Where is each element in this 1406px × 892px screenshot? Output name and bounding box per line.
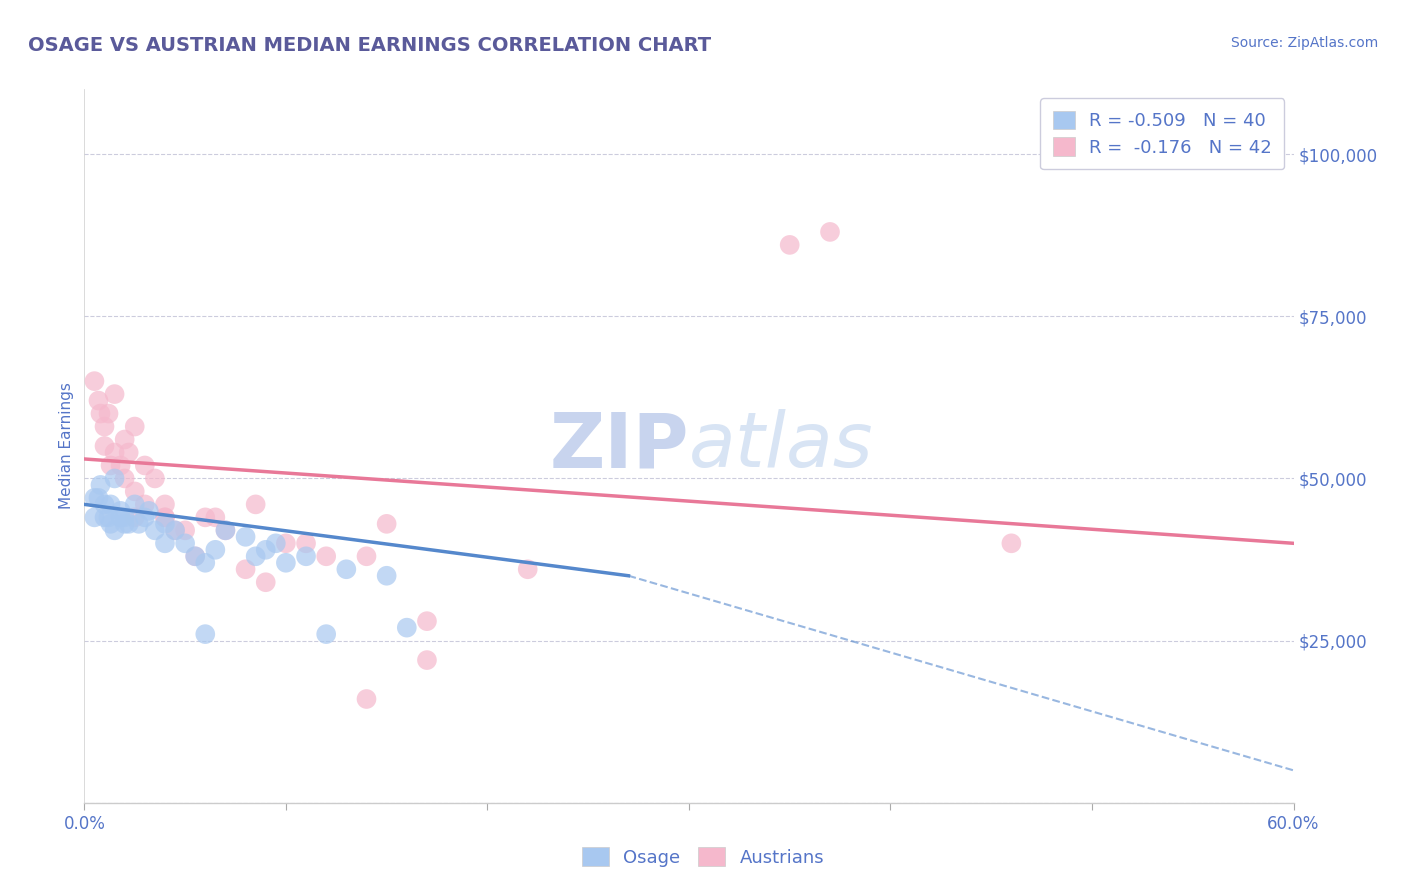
Point [295,549,318,564]
Text: OSAGE VS AUSTRIAN MEDIAN EARNINGS CORRELATION CHART: OSAGE VS AUSTRIAN MEDIAN EARNINGS CORREL… [28,36,711,54]
Point [143,524,166,538]
Point [93,419,115,434]
Point [416,614,439,628]
Point [194,510,217,524]
Point [124,484,146,499]
Point [83,491,105,505]
Point [114,510,136,524]
Point [134,510,156,524]
Point [83,374,105,388]
Point [184,549,207,564]
Point [97,407,120,421]
Point [204,542,226,557]
Point [143,471,166,485]
Point [118,516,141,531]
Point [375,568,398,582]
Text: atlas: atlas [689,409,873,483]
Point [214,524,236,538]
Point [100,458,122,473]
Point [174,536,197,550]
Point [104,524,127,538]
Point [194,556,217,570]
Point [204,510,226,524]
Point [1000,536,1022,550]
Point [93,439,115,453]
Point [153,510,176,524]
Point [118,445,141,459]
Point [395,621,418,635]
Point [114,471,136,485]
Point [128,516,150,531]
Legend: Osage, Austrians: Osage, Austrians [574,840,832,874]
Point [93,510,115,524]
Text: ZIP: ZIP [550,409,689,483]
Point [194,627,217,641]
Point [315,549,337,564]
Point [100,497,122,511]
Point [110,458,132,473]
Point [235,530,257,544]
Y-axis label: Median Earnings: Median Earnings [59,383,75,509]
Point [87,393,110,408]
Point [89,407,111,421]
Point [184,549,207,564]
Point [89,478,111,492]
Point [153,516,176,531]
Point [335,562,357,576]
Point [264,536,287,550]
Point [245,497,267,511]
Point [87,491,110,505]
Point [356,692,378,706]
Point [93,497,115,511]
Point [274,556,297,570]
Point [104,445,127,459]
Point [124,419,146,434]
Point [356,549,378,564]
Point [153,536,176,550]
Point [295,536,318,550]
Point [315,627,337,641]
Point [153,497,176,511]
Text: Source: ZipAtlas.com: Source: ZipAtlas.com [1230,36,1378,50]
Point [134,497,156,511]
Point [245,549,267,564]
Point [235,562,257,576]
Point [153,510,176,524]
Point [83,510,105,524]
Point [110,504,132,518]
Point [375,516,398,531]
Point [779,238,801,252]
Point [114,433,136,447]
Point [254,542,277,557]
Point [165,524,187,538]
Point [100,516,122,531]
Point [254,575,277,590]
Point [134,458,156,473]
Point [104,387,127,401]
Point [104,471,127,485]
Point [114,516,136,531]
Point [214,524,236,538]
Point [174,524,197,538]
Point [124,510,146,524]
Point [416,653,439,667]
Point [274,536,297,550]
Point [110,510,132,524]
Legend: R = -0.509   N = 40, R =  -0.176   N = 42: R = -0.509 N = 40, R = -0.176 N = 42 [1040,98,1285,169]
Point [818,225,841,239]
Point [516,562,538,576]
Point [165,524,187,538]
Point [124,497,146,511]
Point [138,504,160,518]
Point [97,510,120,524]
